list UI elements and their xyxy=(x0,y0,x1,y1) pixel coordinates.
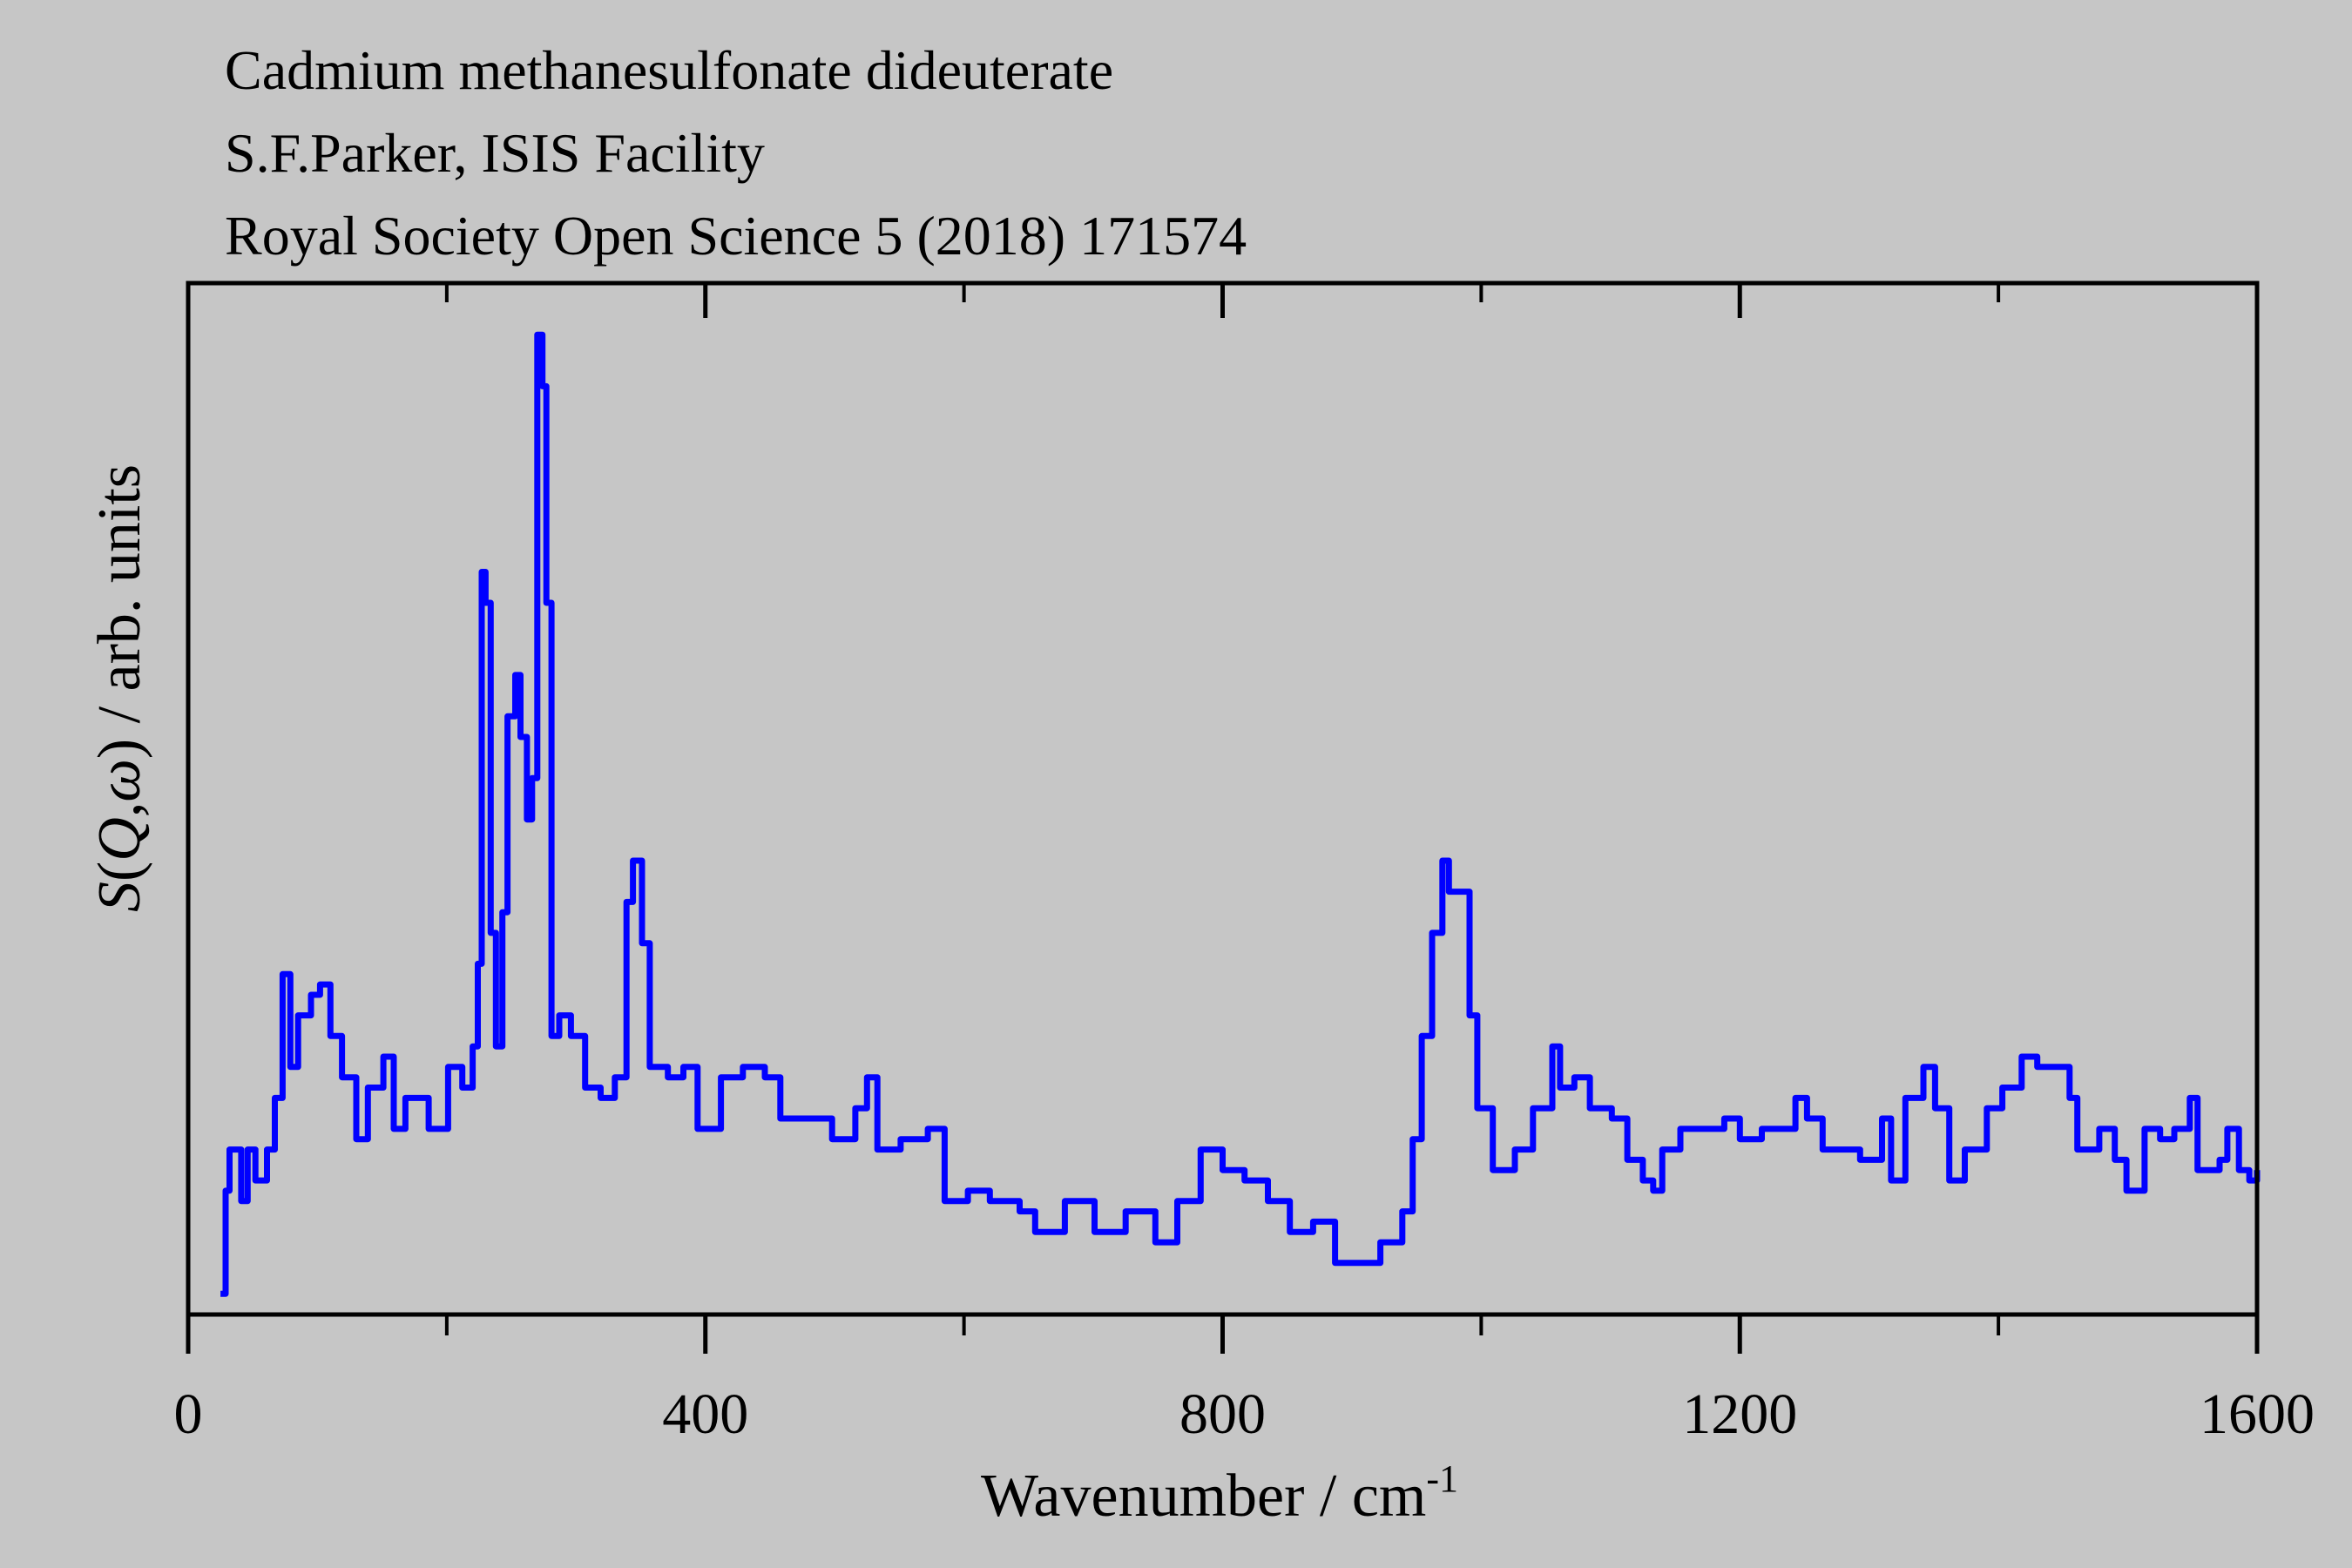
x-tick-label: 0 xyxy=(174,1382,203,1446)
x-tick-label: 1200 xyxy=(1682,1382,1797,1446)
x-tick-label: 1600 xyxy=(2200,1382,2315,1446)
x-axis-label: Wavenumber / cm-1 xyxy=(981,1457,1458,1530)
y-label-comma: , xyxy=(86,802,153,818)
series-layer xyxy=(220,331,2261,1297)
header-line-2: S.F.Parker, ISIS Facility xyxy=(225,122,765,184)
y-label-omega: ω xyxy=(86,759,153,801)
x-axis-label-main: Wavenumber / cm xyxy=(981,1463,1426,1530)
y-label-rest: / arb. units xyxy=(86,464,153,739)
y-label-q: Q xyxy=(86,817,153,862)
ticks-layer: 0 400 800 1200 1600 xyxy=(174,283,2315,1446)
y-label-open: ( xyxy=(86,862,153,882)
x-axis-label-superscript: -1 xyxy=(1426,1457,1458,1500)
series-line-0 xyxy=(220,331,2261,1297)
y-label-close: ) xyxy=(86,739,153,759)
header-line-3: Royal Society Open Science 5 (2018) 1715… xyxy=(225,205,1247,267)
x-tick-label: 800 xyxy=(1179,1382,1266,1446)
y-axis-label: S(Q,ω) / arb. units xyxy=(86,464,153,912)
x-tick-label: 400 xyxy=(662,1382,748,1446)
header-line-1: Cadmium methanesulfonate dideuterate xyxy=(225,39,1113,101)
y-label-s: S xyxy=(86,882,153,912)
